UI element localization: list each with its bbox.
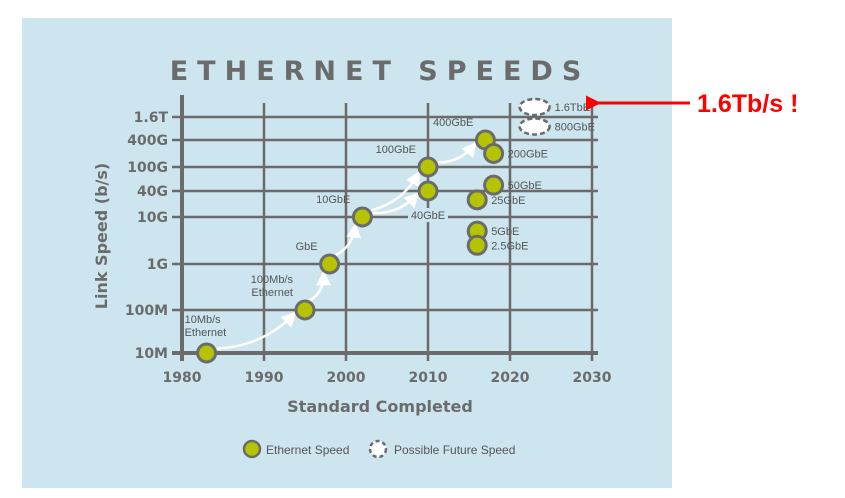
- point-marker: [351, 206, 373, 228]
- data-point: 400GbE: [433, 117, 496, 151]
- data-point: 100GbE: [376, 144, 439, 178]
- y-tick-label: 100M: [125, 303, 168, 319]
- y-tick-label: 400G: [127, 133, 168, 149]
- point-marker: [417, 156, 439, 178]
- progression-arrow: [437, 141, 477, 164]
- point-label: 5GbE: [491, 226, 519, 238]
- point-marker: [483, 143, 505, 164]
- point-label: 100Mb/s Ethernet: [251, 274, 294, 299]
- point-label: GbE: [296, 241, 318, 253]
- point-label: 1.6TbE: [555, 102, 590, 114]
- data-point: 1.6TbE: [518, 97, 590, 117]
- point-marker: [466, 189, 488, 211]
- point-label: 10GbE: [316, 194, 350, 206]
- y-tick-label: 40G: [137, 184, 168, 200]
- point-marker: [196, 342, 218, 364]
- point-marker: [319, 253, 341, 275]
- progression-arrow: [216, 311, 297, 350]
- point-marker: [294, 299, 316, 321]
- y-tick-label: 100G: [127, 160, 168, 176]
- x-axis-label: Standard Completed: [287, 397, 473, 416]
- annotation: 1.6Tb/s !: [586, 90, 798, 118]
- data-point: 800GbE: [518, 117, 595, 136]
- data-point: 5GbE: [466, 220, 519, 242]
- y-tick-label: 1G: [147, 257, 168, 273]
- data-point: GbE: [296, 241, 341, 275]
- point-label: 50GbE: [508, 180, 542, 192]
- data-points: 10Mb/s Ethernet 100Mb/s Ethernet GbE 10GbE 40G…: [185, 97, 595, 364]
- x-tick-label: 1980: [163, 370, 202, 386]
- y-axis-label: Link Speed (b/s): [92, 163, 111, 309]
- future-point-marker: [518, 117, 551, 136]
- data-point: 100Mb/s Ethernet: [251, 274, 316, 321]
- legend-label-ethernet-speed: Ethernet Speed: [266, 443, 349, 457]
- legend-marker-future-speed: [368, 439, 388, 459]
- x-tick-label: 2020: [491, 370, 530, 386]
- progression-arrow: [309, 270, 332, 302]
- point-marker: [466, 234, 488, 256]
- data-point: 10Mb/s Ethernet: [185, 314, 227, 364]
- future-point-marker: [518, 97, 551, 117]
- data-point: 2.5GbE: [466, 234, 529, 256]
- point-label: 2.5GbE: [491, 240, 528, 252]
- chart-title: ETHERNET SPEEDS: [170, 56, 591, 87]
- point-label: 400GbE: [433, 117, 473, 129]
- point-marker: [417, 180, 439, 202]
- progression-arrow: [370, 170, 421, 212]
- point-label: 800GbE: [555, 122, 595, 134]
- grid: 1980 1990 2000 2010 2020 2030 10M 100M 1G 10G 40G 1…: [125, 95, 612, 386]
- data-point: 10GbE: [316, 194, 373, 228]
- point-marker: [483, 174, 505, 196]
- x-tick-label: 1990: [245, 370, 284, 386]
- x-tick-label: 2030: [573, 370, 612, 386]
- point-label: 25GbE: [491, 195, 525, 207]
- point-label: 100GbE: [376, 144, 416, 156]
- y-tick-label: 1.6T: [134, 110, 169, 126]
- data-point: 25GbE: [466, 189, 525, 211]
- y-tick-label: 10M: [135, 346, 168, 362]
- point-label: 200GbE: [508, 149, 548, 161]
- data-point: 50GbE: [483, 174, 542, 196]
- annotation-text: 1.6Tb/s !: [697, 90, 798, 118]
- legend-marker-ethernet-speed: [242, 439, 262, 459]
- point-label: 40GbE: [411, 210, 445, 222]
- x-tick-label: 2000: [327, 370, 366, 386]
- x-tick-label: 2010: [409, 370, 448, 386]
- progression-arrow: [372, 192, 420, 215]
- legend-label-future-speed: Possible Future Speed: [394, 443, 515, 457]
- progression-arrows: [216, 141, 477, 350]
- data-point: 200GbE: [483, 143, 548, 164]
- progression-arrow: [335, 222, 362, 257]
- data-point: 40GbE: [408, 180, 448, 222]
- legend: Ethernet Speed Possible Future Speed: [242, 439, 515, 459]
- point-label: 10Mb/s Ethernet: [185, 314, 227, 339]
- y-tick-label: 10G: [137, 210, 168, 226]
